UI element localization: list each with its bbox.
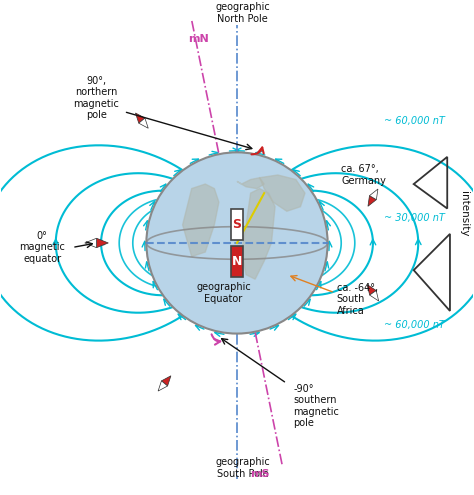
Text: N: N: [232, 255, 242, 268]
Text: -90°
southern
magnetic
pole: -90° southern magnetic pole: [293, 384, 339, 429]
Text: ~ 30,000 nT: ~ 30,000 nT: [384, 212, 445, 223]
Polygon shape: [162, 376, 171, 386]
Polygon shape: [158, 381, 167, 391]
Text: 90°,
northern
magnetic
pole: 90°, northern magnetic pole: [73, 76, 119, 120]
Text: geographic
Equator: geographic Equator: [196, 282, 251, 303]
Text: geographic
North Pole: geographic North Pole: [215, 2, 270, 24]
FancyBboxPatch shape: [231, 246, 243, 277]
Polygon shape: [139, 118, 148, 128]
Polygon shape: [260, 175, 305, 211]
Text: 0°
magnetic
equator: 0° magnetic equator: [19, 231, 65, 264]
Polygon shape: [367, 285, 376, 295]
Text: ca. -64°,
South
Africa: ca. -64°, South Africa: [337, 283, 378, 316]
Text: ~ 60,000 nT: ~ 60,000 nT: [384, 319, 445, 330]
Polygon shape: [370, 291, 379, 301]
Polygon shape: [136, 113, 145, 123]
Text: ~ 60,000 nT: ~ 60,000 nT: [384, 116, 445, 126]
Polygon shape: [368, 196, 376, 206]
Polygon shape: [242, 189, 275, 279]
Polygon shape: [182, 184, 219, 256]
Text: ca. 67°,
Germany: ca. 67°, Germany: [341, 164, 386, 186]
Text: intensity: intensity: [459, 191, 469, 237]
Circle shape: [146, 152, 328, 334]
Polygon shape: [97, 238, 109, 248]
Polygon shape: [237, 178, 264, 189]
Polygon shape: [85, 238, 97, 248]
Text: mN: mN: [189, 34, 210, 44]
FancyBboxPatch shape: [231, 208, 243, 240]
Text: S: S: [233, 218, 241, 231]
Polygon shape: [369, 189, 378, 199]
Text: geographic
South Pole: geographic South Pole: [215, 457, 270, 479]
Text: mS: mS: [250, 469, 269, 479]
